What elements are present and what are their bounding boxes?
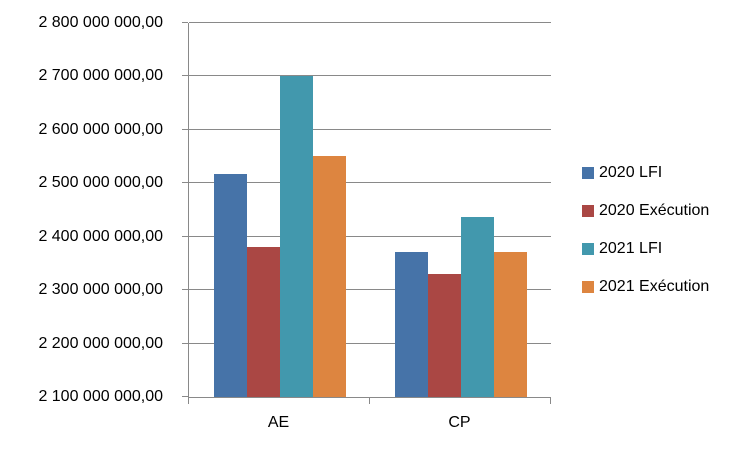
x-axis-tick — [188, 398, 189, 404]
y-axis-tick-label: 2 500 000 000,00 — [38, 174, 163, 191]
y-axis-tick-label: 2 700 000 000,00 — [38, 67, 163, 84]
gridline — [189, 182, 551, 183]
gridline — [189, 343, 551, 344]
bar-ae-series-3 — [312, 156, 346, 397]
legend-item: 2020 LFI — [582, 165, 662, 181]
gridline — [189, 236, 551, 237]
legend-swatch-icon — [582, 281, 594, 293]
bar-cp-series-1 — [427, 274, 461, 397]
y-axis-tick-label: 2 600 000 000,00 — [38, 121, 163, 138]
legend-item: 2020 Exécution — [582, 203, 709, 219]
bar-ae-series-1 — [246, 247, 280, 397]
legend-label: 2021 LFI — [599, 240, 663, 257]
y-axis-tick — [182, 236, 188, 237]
x-axis-tick — [550, 398, 551, 404]
y-axis-tick — [182, 343, 188, 344]
legend-item: 2021 LFI — [582, 241, 662, 257]
gridline — [189, 22, 551, 23]
bar-ae-series-0 — [213, 174, 247, 397]
y-axis-tick — [182, 75, 188, 76]
y-axis-tick — [182, 396, 188, 397]
gridline — [189, 129, 551, 130]
y-axis-tick — [182, 129, 188, 130]
legend-label: 2020 LFI — [599, 164, 663, 181]
y-axis-tick — [182, 289, 188, 290]
legend-swatch-icon — [582, 205, 594, 217]
plot-area — [188, 22, 551, 398]
y-axis-tick — [182, 182, 188, 183]
gridline — [189, 75, 551, 76]
x-axis-category-label: CP — [448, 414, 471, 431]
y-axis-tick-label: 2 800 000 000,00 — [38, 14, 163, 31]
y-axis-tick — [182, 22, 188, 23]
gridline — [189, 289, 551, 290]
legend-label: 2020 Exécution — [599, 202, 710, 219]
y-axis-tick-label: 2 200 000 000,00 — [38, 335, 163, 352]
y-axis-tick-label: 2 300 000 000,00 — [38, 281, 163, 298]
bar-cp-series-0 — [394, 252, 428, 397]
x-axis-category-label: AE — [267, 414, 290, 431]
bar-ae-series-2 — [279, 76, 313, 397]
legend-item: 2021 Exécution — [582, 279, 709, 295]
y-axis-tick-label: 2 400 000 000,00 — [38, 228, 163, 245]
legend-label: 2021 Exécution — [599, 278, 710, 295]
legend-swatch-icon — [582, 243, 594, 255]
y-axis-tick-label: 2 100 000 000,00 — [38, 388, 163, 405]
bar-cp-series-3 — [493, 252, 527, 397]
x-axis-tick — [369, 398, 370, 404]
bar-cp-series-2 — [460, 217, 494, 397]
legend-swatch-icon — [582, 167, 594, 179]
